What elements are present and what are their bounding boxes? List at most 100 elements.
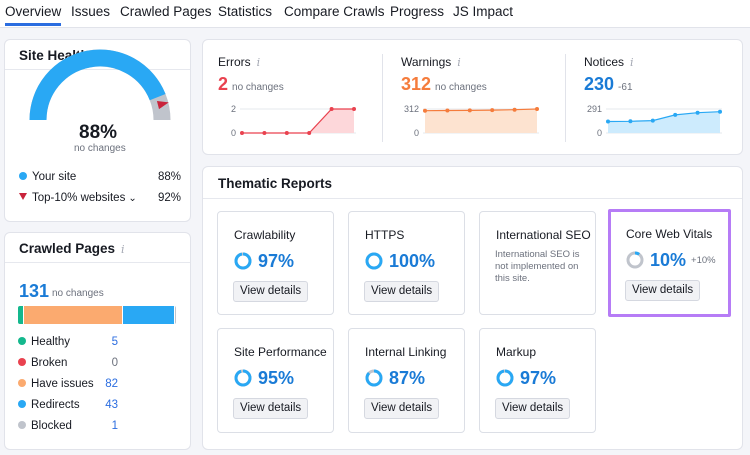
row-blocked[interactable]: Blocked 1 bbox=[18, 420, 118, 436]
errors-value[interactable]: 2 no changes bbox=[218, 74, 284, 94]
tile-percent: 97% bbox=[520, 367, 557, 388]
red-triangle-icon bbox=[19, 193, 27, 200]
sparkline-point[interactable] bbox=[423, 108, 427, 113]
warnings-value[interactable]: 312 no changes bbox=[401, 74, 487, 94]
view-details-button[interactable]: View details bbox=[625, 280, 701, 301]
sparkline-area bbox=[425, 109, 537, 133]
info-icon[interactable]: i bbox=[457, 56, 461, 69]
tab-issues[interactable]: Issues bbox=[71, 4, 111, 19]
sparkline-line bbox=[424, 108, 538, 112]
sparkline-point[interactable] bbox=[490, 108, 495, 113]
tile-title: Site Performance bbox=[234, 345, 327, 359]
legend-top-websites[interactable]: Top-10% websites ⌄ 92% bbox=[19, 192, 181, 208]
crawled-pages-bar bbox=[18, 306, 176, 324]
blue-dot-icon bbox=[18, 400, 26, 408]
y-tick-max: 2 bbox=[231, 104, 236, 114]
sparkline-point[interactable] bbox=[628, 119, 633, 124]
view-details-button[interactable]: View details bbox=[364, 398, 440, 419]
report-tabs: Overview Issues Crawled Pages Statistics… bbox=[0, 0, 750, 28]
site-health-card: Site Health i 88% no changes Your site 88… bbox=[4, 39, 191, 222]
progress-ring-icon bbox=[365, 252, 383, 270]
sparkline-point[interactable] bbox=[512, 107, 517, 112]
errors-label: Errors i bbox=[218, 55, 261, 69]
row-redirects[interactable]: Redirects 43 bbox=[18, 399, 118, 415]
site-health-change: no changes bbox=[74, 143, 126, 154]
tile-percent: 97% bbox=[258, 250, 295, 271]
info-icon[interactable]: i bbox=[121, 243, 125, 256]
row-healthy[interactable]: Healthy 5 bbox=[18, 336, 118, 352]
view-details-button[interactable]: View details bbox=[364, 281, 440, 302]
tile-title: Internal Linking bbox=[365, 345, 447, 359]
tile-internal-linking: Internal Linking 87% View details bbox=[348, 328, 465, 433]
tab-overview[interactable]: Overview bbox=[5, 4, 62, 26]
tile-score: 95% bbox=[234, 367, 294, 389]
chevron-down-icon[interactable]: ⌄ bbox=[128, 193, 137, 204]
bar-segment-blocked[interactable] bbox=[174, 306, 176, 324]
progress-ring-icon bbox=[365, 369, 383, 387]
tile-percent: 10% bbox=[650, 249, 687, 270]
sparkline-point[interactable] bbox=[445, 108, 450, 113]
tile-title: Core Web Vitals bbox=[626, 227, 713, 241]
row-have-issues[interactable]: Have issues 82 bbox=[18, 378, 118, 394]
info-icon[interactable]: i bbox=[256, 56, 261, 69]
sparkline-point[interactable] bbox=[240, 131, 244, 135]
tile-score: 97% bbox=[234, 250, 294, 272]
y-tick-max: 312 bbox=[404, 104, 419, 114]
red-dot-icon bbox=[18, 358, 26, 366]
grey-dot-icon bbox=[18, 421, 26, 429]
tile-score: 100% bbox=[365, 250, 435, 272]
legend-your-site: Your site 88% bbox=[19, 171, 181, 187]
bar-segment-healthy[interactable] bbox=[18, 306, 25, 324]
crawled-pages-title: Crawled Pages i bbox=[19, 241, 125, 256]
view-details-button[interactable]: View details bbox=[233, 398, 309, 419]
view-details-button[interactable]: View details bbox=[495, 398, 571, 419]
sparkline-point[interactable] bbox=[695, 110, 700, 115]
tile-core-web-vitals: Core Web Vitals 10% +10% View details bbox=[610, 211, 727, 315]
sparkline-line bbox=[242, 108, 354, 134]
tile-score: 97% bbox=[496, 367, 556, 389]
sparkline-point[interactable] bbox=[535, 107, 539, 111]
info-icon[interactable]: i bbox=[630, 56, 634, 69]
bar-segment-have-issues[interactable] bbox=[24, 306, 123, 324]
tab-compare-crawls[interactable]: Compare Crawls bbox=[284, 4, 385, 19]
crawled-pages-change: no changes bbox=[52, 288, 104, 299]
sparkline-point[interactable] bbox=[329, 107, 334, 111]
crawled-pages-total[interactable]: 131 bbox=[19, 281, 50, 301]
tab-crawled-pages[interactable]: Crawled Pages bbox=[120, 4, 212, 19]
site-health-percent: 88% bbox=[79, 122, 118, 143]
notices-value[interactable]: 230 -61 bbox=[584, 74, 633, 94]
y-tick-min: 0 bbox=[231, 128, 236, 138]
tile-note: International SEO is not implemented on … bbox=[495, 249, 580, 284]
sparkline-point[interactable] bbox=[718, 109, 722, 114]
separator bbox=[382, 54, 383, 142]
sparkline-point[interactable] bbox=[606, 119, 610, 124]
sparkline-point[interactable] bbox=[650, 118, 655, 123]
sparkline-point[interactable] bbox=[673, 112, 678, 117]
tab-js-impact[interactable]: JS Impact bbox=[453, 4, 514, 19]
sparkline-area bbox=[608, 111, 720, 133]
crawled-pages-card: Crawled Pages i bbox=[4, 232, 191, 450]
notices-label: Notices i bbox=[584, 55, 634, 69]
progress-ring-icon bbox=[234, 252, 252, 270]
tile-delta: +10% bbox=[691, 254, 716, 266]
tile-title: Markup bbox=[496, 345, 537, 359]
sparkline-area bbox=[242, 109, 354, 133]
sparkline-point[interactable] bbox=[307, 131, 312, 135]
sparkline-line bbox=[607, 111, 721, 123]
divider bbox=[5, 262, 190, 263]
tile-percent: 95% bbox=[258, 367, 295, 388]
sparkline-point[interactable] bbox=[467, 108, 472, 113]
view-details-button[interactable]: View details bbox=[233, 281, 309, 302]
y-tick-min: 0 bbox=[597, 128, 602, 138]
sparkline-point[interactable] bbox=[284, 131, 289, 135]
tab-statistics[interactable]: Statistics bbox=[218, 4, 273, 19]
bar-segment-redirects[interactable] bbox=[122, 306, 175, 324]
sparkline-point[interactable] bbox=[352, 107, 356, 111]
tile-score: 10% +10% bbox=[626, 249, 716, 271]
tab-progress[interactable]: Progress bbox=[390, 4, 445, 19]
tile-crawlability: Crawlability 97% View details bbox=[217, 211, 334, 315]
y-tick-min: 0 bbox=[414, 128, 419, 138]
tile-title: Crawlability bbox=[234, 228, 296, 242]
separator bbox=[565, 54, 566, 142]
sparkline-point[interactable] bbox=[262, 131, 267, 135]
